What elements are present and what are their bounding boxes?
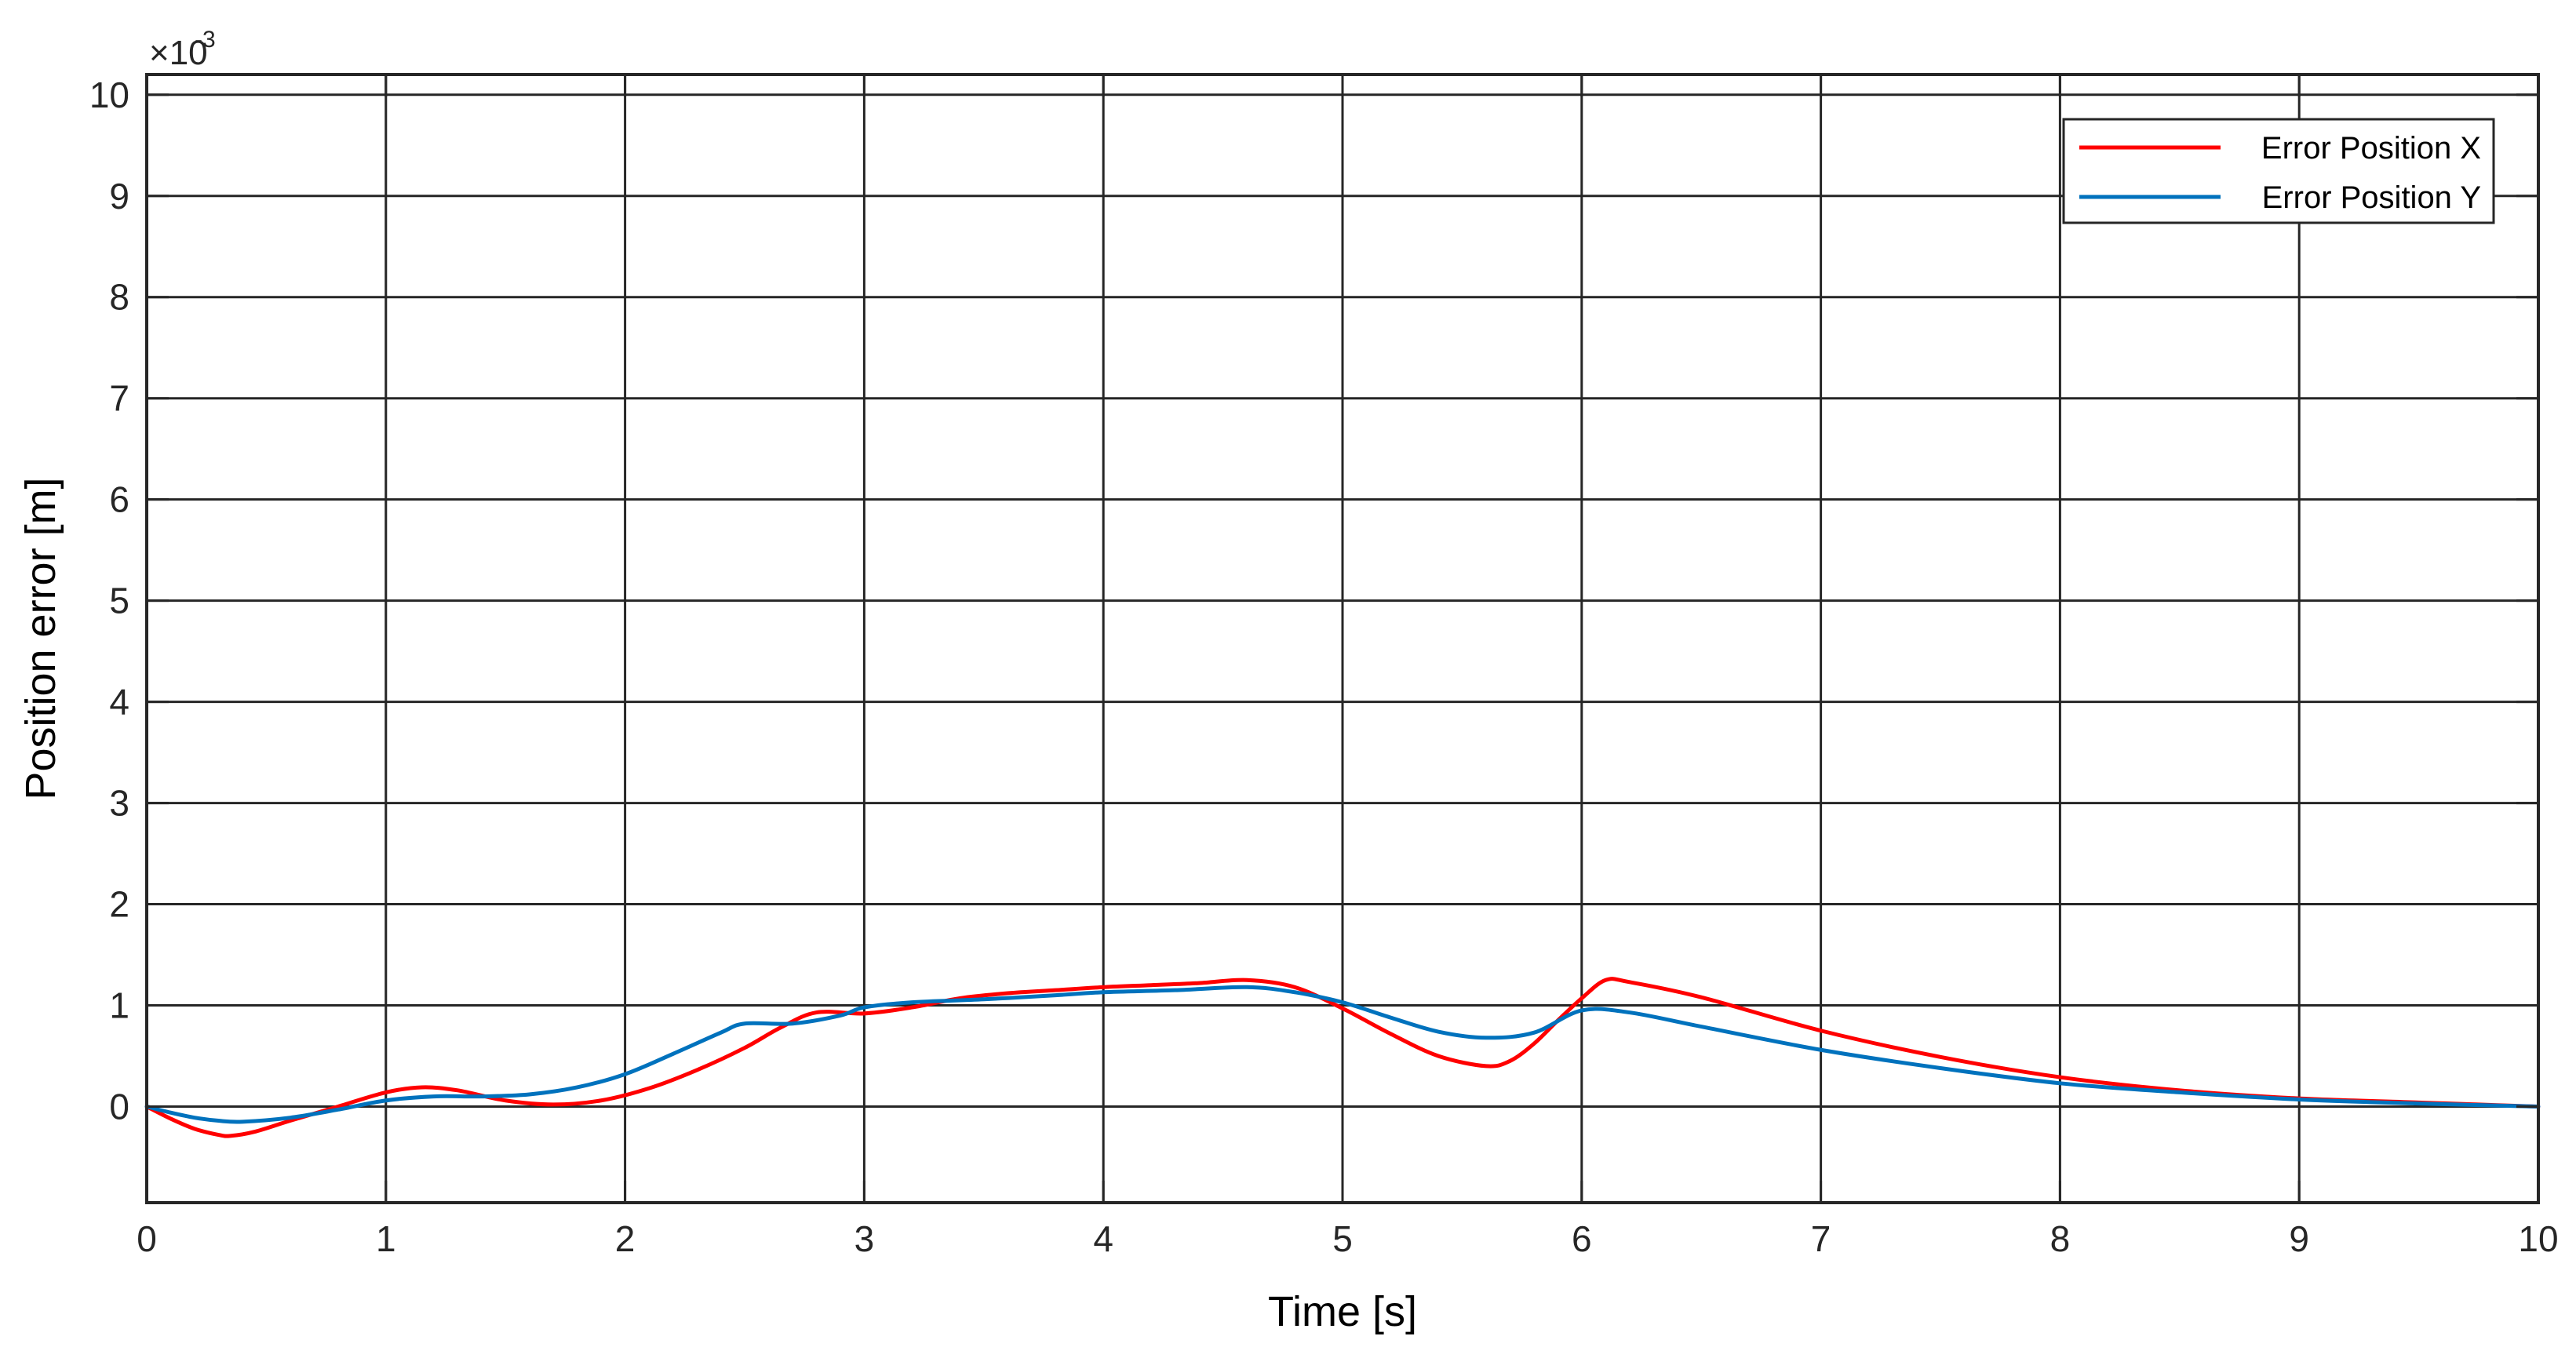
y-tick-label: 9	[109, 176, 129, 217]
x-tick-label: 1	[376, 1218, 396, 1259]
x-tick-label: 4	[1093, 1218, 1113, 1259]
y-tick-label: 8	[109, 277, 129, 318]
legend-box	[2062, 118, 2495, 224]
y-tick-label: 5	[109, 581, 129, 621]
y-tick-label: 1	[109, 985, 129, 1026]
y-tick-label: 4	[109, 682, 129, 723]
y-tick-label: 2	[109, 884, 129, 925]
x-tick-label: 5	[1332, 1218, 1353, 1259]
x-tick-label: 0	[137, 1218, 157, 1259]
y-axis-title: Position error [m]	[17, 477, 64, 799]
x-tick-label: 3	[854, 1218, 875, 1259]
x-tick-label: 7	[1811, 1218, 1831, 1259]
y-tick-label: 10	[89, 75, 129, 115]
y-tick-label: 3	[109, 783, 129, 824]
series-lines	[144, 977, 2541, 1138]
x-tick-label: 10	[2518, 1218, 2558, 1259]
legend-label-y: Error Position Y	[2262, 180, 2481, 215]
x-tick-label: 6	[1572, 1218, 1592, 1259]
x-tick-label: 2	[615, 1218, 636, 1259]
series-line-error-position-x	[144, 977, 2541, 1138]
x-tick-label: 8	[2050, 1218, 2071, 1259]
x-axis-title: Time [s]	[1268, 1288, 1417, 1335]
y-tick-label: 7	[109, 378, 129, 419]
y-axis-exponent-power: -3	[195, 27, 216, 53]
legend-label-x: Error Position X	[2261, 131, 2481, 166]
series-line-error-position-y	[144, 985, 2541, 1124]
y-axis-exponent-factor: ×10	[149, 34, 208, 72]
axis-ticks: 0 1 2 3 4 5 6 7 8 9 10 0 1 2 3 4 5 6 7 8 9 10	[89, 75, 2559, 1259]
y-tick-label: 6	[109, 479, 129, 520]
legend: Error Position X Error Position Y	[2062, 118, 2495, 224]
x-tick-label: 9	[2289, 1218, 2309, 1259]
y-tick-label: 0	[109, 1086, 129, 1127]
